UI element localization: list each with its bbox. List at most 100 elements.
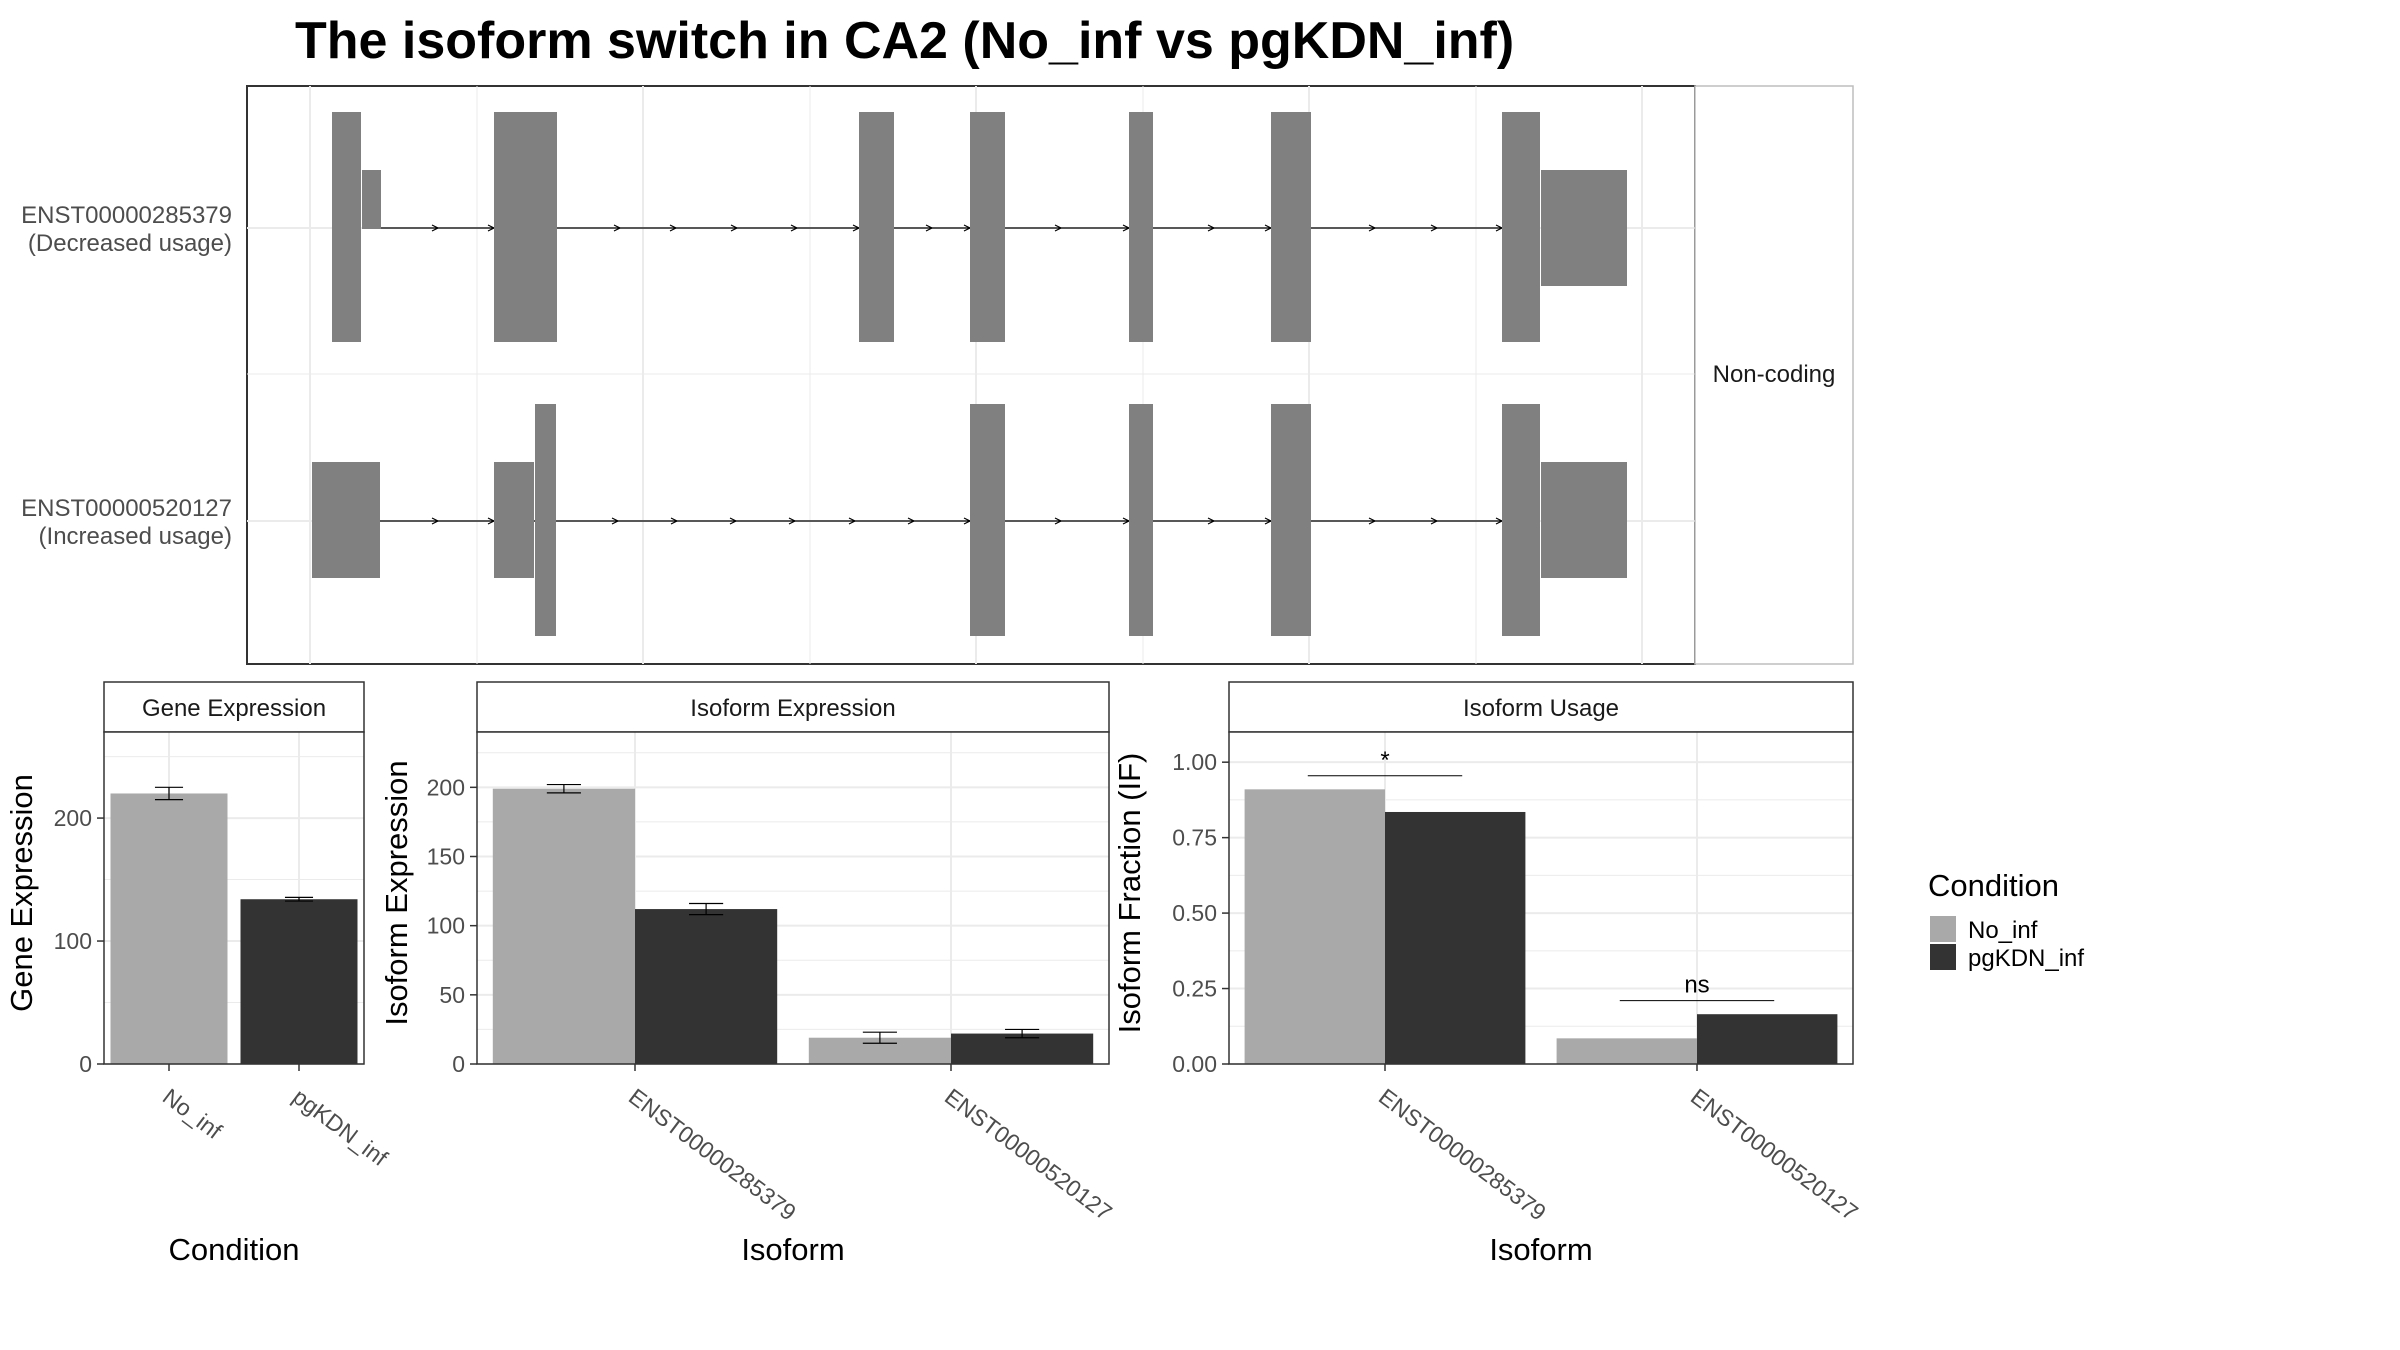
- intron-arrow: [431, 224, 440, 232]
- y-tick-label: 0.00: [1172, 1051, 1217, 1077]
- bar-pgKDN_inf: [240, 899, 358, 1064]
- y-tick-label: 100: [427, 913, 465, 939]
- intron-arrow: [907, 517, 916, 525]
- exon-block: [970, 404, 1005, 636]
- legend-label-pgkdn-inf: pgKDN_inf: [1968, 945, 2084, 972]
- gene-structure-panel: Non-coding ENST00000285379 (Decreased us…: [21, 85, 1854, 665]
- exon-block: [1502, 112, 1540, 342]
- intron-arrow: [1054, 224, 1063, 232]
- y-tick-label: 50: [439, 982, 465, 1008]
- gene-expression-strip-title: Gene Expression: [142, 695, 326, 722]
- y-tick-label: 0.25: [1172, 976, 1217, 1002]
- intron-arrow: [1430, 224, 1439, 232]
- exon-block: [1541, 462, 1627, 578]
- intron-arrow: [613, 224, 622, 232]
- exon-block: [1129, 404, 1153, 636]
- y-tick-label: 1.00: [1172, 749, 1217, 775]
- x-tick-label: ENST00000285379: [624, 1083, 801, 1225]
- exon-block: [859, 112, 894, 342]
- legend-title: Condition: [1928, 868, 2059, 903]
- isoform-usage-panel: Isoform Usage 0.00 0.25 0.50 0.75 1.00 ENST00…: [1112, 681, 1863, 1267]
- exon-block: [362, 170, 381, 229]
- isoform-expression-xlabel: Isoform: [741, 1232, 844, 1267]
- legend-swatch-pgkdn-inf: [1930, 944, 1956, 970]
- y-tick-label: 0: [79, 1051, 92, 1077]
- transcript-label-1-id: ENST00000285379: [21, 202, 232, 229]
- exon-block: [535, 404, 556, 636]
- isoform-usage-strip-title: Isoform Usage: [1463, 695, 1619, 722]
- figure-title: The isoform switch in CA2 (No_inf vs pgK…: [295, 12, 1514, 70]
- transcript-label-2-usage: (Increased usage): [39, 523, 232, 550]
- x-tick-label: No_inf: [158, 1083, 227, 1144]
- isoform-expression-ylabel: Isoform Expression: [379, 760, 414, 1025]
- bar-ENST00000520127-No_inf: [1556, 1038, 1697, 1064]
- intron-arrow: [431, 517, 440, 525]
- transcript-label-2-id: ENST00000520127: [21, 495, 232, 522]
- intron-arrow: [730, 224, 739, 232]
- y-tick-label: 0.75: [1172, 825, 1217, 851]
- gene-expression-xlabel: Condition: [169, 1232, 300, 1267]
- facet-label-non-coding: Non-coding: [1713, 361, 1836, 388]
- exon-block: [1541, 170, 1627, 286]
- significance-label: ns: [1684, 972, 1709, 999]
- exon-block: [1271, 404, 1311, 636]
- isoform-usage-xlabel: Isoform: [1489, 1232, 1592, 1267]
- x-tick-label: ENST00000285379: [1374, 1083, 1551, 1225]
- facet-strip: [1694, 85, 1854, 665]
- exon-block: [1271, 112, 1311, 342]
- exon-block: [970, 112, 1005, 342]
- legend-label-no-inf: No_inf: [1968, 917, 2038, 944]
- intron-arrow: [1430, 517, 1439, 525]
- exon-block: [1502, 404, 1540, 636]
- legend-swatch-no-inf: [1930, 916, 1956, 942]
- isoform-expression-strip: [476, 681, 1110, 733]
- isoform-expression-panel: Isoform Expression 0 50 100 150 200 ENST00000…: [379, 681, 1117, 1267]
- intron-arrow: [611, 517, 620, 525]
- isoform-expression-plot: 0 50 100 150 200 ENST00000285379 ENST000005201…: [427, 731, 1117, 1226]
- bar-ENST00000520127-pgKDN_inf: [1697, 1014, 1838, 1064]
- intron-arrow: [669, 224, 678, 232]
- gene-expression-ylabel: Gene Expression: [4, 774, 39, 1012]
- bar-ENST00000285379-pgKDN_inf: [1385, 811, 1526, 1064]
- exon-block: [494, 112, 557, 342]
- plot-border: [103, 731, 365, 1065]
- intron-arrow: [790, 224, 799, 232]
- x-tick-label: pgKDN_inf: [288, 1083, 393, 1171]
- isoform-expression-strip-title: Isoform Expression: [690, 695, 895, 722]
- plot-border: [476, 731, 1110, 1065]
- x-tick-label: ENST00000520127: [1686, 1083, 1863, 1225]
- intron-arrow: [1054, 517, 1063, 525]
- intron-arrow: [848, 517, 857, 525]
- gene-expression-plot: 0 100 200 No_inf pgKDN_inf: [54, 731, 393, 1171]
- bar-ENST00000285379-No_inf: [1244, 789, 1385, 1064]
- y-tick-label: 150: [427, 844, 465, 870]
- isoform-usage-plot: 0.00 0.25 0.50 0.75 1.00 ENST00000285379 ENST0…: [1172, 731, 1863, 1226]
- bar-ENST00000285379-pgKDN_inf: [635, 909, 778, 1064]
- y-tick-label: 100: [54, 928, 92, 954]
- legend: Condition No_inf pgKDN_inf: [1928, 868, 2084, 972]
- bar-ENST00000285379-No_inf: [492, 788, 635, 1064]
- isoform-usage-strip: [1228, 681, 1854, 733]
- x-tick-label: ENST00000520127: [940, 1083, 1117, 1225]
- intron-arrow: [1207, 517, 1216, 525]
- isoform-usage-ylabel: Isoform Fraction (IF): [1112, 753, 1147, 1034]
- intron-arrow: [729, 517, 738, 525]
- exon-block: [1129, 112, 1153, 342]
- gene-expression-panel: Gene Expression 0 100 200 No_inf pgKDN_inf C…: [4, 681, 393, 1267]
- y-tick-label: 200: [427, 774, 465, 800]
- exon-block: [312, 462, 380, 578]
- intron-arrow: [1368, 517, 1377, 525]
- plot-border: [1228, 731, 1854, 1065]
- bar-ENST00000520127-pgKDN_inf: [951, 1033, 1094, 1064]
- intron-arrow: [1207, 224, 1216, 232]
- transcript-label-1-usage: (Decreased usage): [28, 230, 232, 257]
- intron-arrow: [925, 224, 934, 232]
- significance-label: *: [1380, 747, 1389, 774]
- intron-arrow: [788, 517, 797, 525]
- y-tick-label: 200: [54, 805, 92, 831]
- exon-block: [332, 112, 361, 342]
- y-tick-label: 0: [452, 1051, 465, 1077]
- intron-arrow: [670, 517, 679, 525]
- exon-block: [494, 462, 534, 578]
